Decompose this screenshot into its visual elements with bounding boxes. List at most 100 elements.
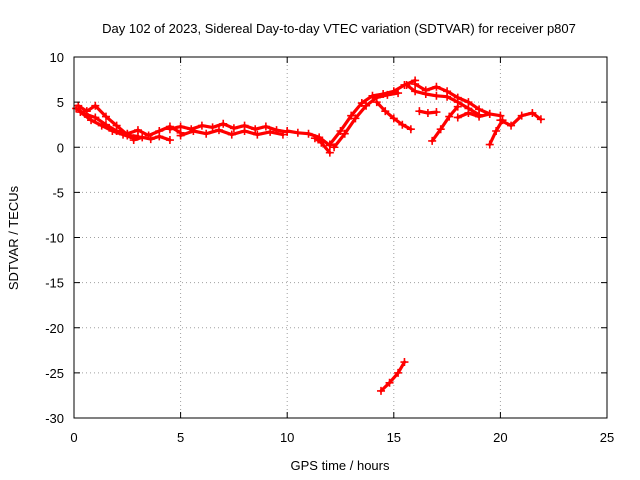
data-point — [112, 127, 121, 136]
data-point — [261, 122, 270, 131]
data-point — [445, 112, 454, 121]
x-tick-label: 15 — [387, 430, 401, 445]
data-point — [240, 127, 249, 136]
data-point — [436, 125, 445, 134]
data-point — [402, 80, 411, 89]
data-point — [101, 112, 110, 121]
y-tick-label: -15 — [45, 276, 64, 291]
data-point — [219, 119, 228, 128]
data-point — [453, 113, 462, 122]
x-tick-label: 20 — [493, 430, 507, 445]
data-point — [475, 105, 484, 114]
series-line — [379, 360, 407, 393]
data-point — [325, 140, 334, 149]
data-point — [138, 133, 147, 142]
data-point — [202, 129, 211, 138]
data-point — [517, 111, 526, 120]
data-point — [330, 143, 339, 152]
series-arc-19 — [496, 108, 545, 130]
data-point — [336, 127, 345, 136]
data-point — [123, 129, 132, 138]
data-point — [406, 125, 415, 134]
data-point — [278, 130, 287, 139]
data-point — [464, 98, 473, 107]
data-point — [87, 116, 96, 125]
data-point — [325, 148, 334, 157]
data-point — [528, 108, 537, 117]
y-tick-label: 10 — [50, 50, 64, 65]
data-point — [415, 107, 424, 116]
data-point — [229, 124, 238, 133]
ticks: 0 5 10 15 20 25 -30 -25 -20 -15 -10 -5 0 5 10 — [45, 50, 614, 445]
data-point — [340, 129, 349, 138]
data-point — [82, 107, 91, 116]
data-point — [453, 102, 462, 111]
y-tick-label: -25 — [45, 366, 64, 381]
data-point — [372, 98, 381, 107]
x-tick-label: 25 — [600, 430, 614, 445]
chart-title: Day 102 of 2023, Sidereal Day-to-day VTE… — [102, 21, 576, 36]
series-arc-6 — [165, 119, 292, 136]
data-point — [389, 114, 398, 123]
x-tick-label: 0 — [70, 430, 77, 445]
data-point — [411, 80, 420, 89]
series-arc-5 — [129, 132, 174, 145]
data-point — [266, 127, 275, 136]
data-point — [443, 87, 452, 96]
data-point — [176, 131, 185, 140]
data-point — [74, 101, 83, 110]
series-line — [430, 104, 460, 143]
data-point — [176, 122, 185, 131]
data-point — [208, 123, 217, 132]
y-tick-label: -30 — [45, 411, 64, 426]
data-point — [253, 130, 262, 139]
data-point — [362, 101, 371, 110]
x-axis-label: GPS time / hours — [291, 458, 390, 473]
series-line — [76, 104, 129, 137]
series-arc-7 — [176, 126, 287, 140]
series-arc-16 — [428, 102, 462, 145]
data-point — [357, 99, 366, 108]
x-tick-label: 10 — [280, 430, 294, 445]
data-point — [91, 113, 100, 122]
data-point — [400, 358, 409, 367]
data-point — [432, 82, 441, 91]
data-point — [91, 101, 100, 110]
series-arc-9 — [310, 134, 334, 157]
data-point — [475, 112, 484, 121]
data-point — [165, 125, 174, 134]
data-point — [485, 109, 494, 118]
series-arc-15 — [415, 107, 441, 117]
data-point — [293, 128, 302, 137]
data-point — [165, 136, 174, 145]
data-point — [347, 111, 356, 120]
data-point — [227, 130, 236, 139]
data-point — [453, 93, 462, 102]
data-point — [383, 90, 392, 99]
data-point — [251, 125, 260, 134]
data-point — [507, 121, 516, 130]
data-point — [492, 127, 501, 136]
data-point — [536, 115, 545, 124]
data-point — [76, 108, 85, 117]
y-tick-label: 0 — [57, 140, 64, 155]
data-point — [432, 91, 441, 100]
data-point — [351, 114, 360, 123]
data-point — [197, 121, 206, 130]
data-point — [464, 108, 473, 117]
data-point — [423, 108, 432, 117]
series-arc-12 — [372, 98, 415, 134]
data-point — [189, 127, 198, 136]
data-point — [421, 86, 430, 95]
series-arc-11 — [330, 89, 403, 152]
data-point — [385, 378, 394, 387]
data-series — [72, 76, 545, 395]
y-tick-label: -20 — [45, 321, 64, 336]
series-arc-2 — [74, 101, 132, 139]
series-arc-10 — [325, 76, 420, 149]
data-point — [411, 87, 420, 96]
data-point — [394, 89, 403, 98]
y-axis-label: SDTVAR / TECUs — [6, 185, 21, 290]
data-point — [381, 107, 390, 116]
